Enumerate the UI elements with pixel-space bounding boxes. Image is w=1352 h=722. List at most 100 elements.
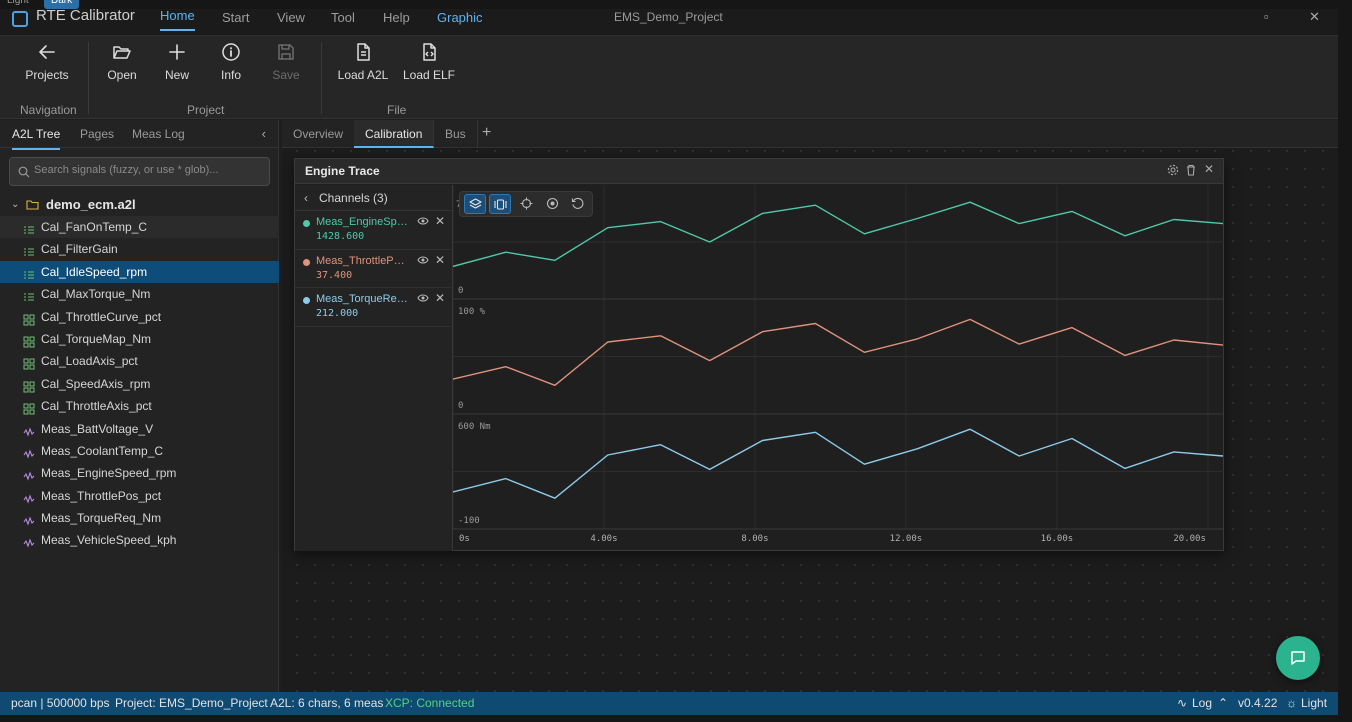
crosshair-button[interactable]	[516, 194, 538, 214]
right-edge	[1338, 0, 1352, 722]
left-panel: A2L Tree Pages Meas Log ‹ ⌄ demo_ecm.a2l…	[0, 120, 279, 692]
close-trace-icon[interactable]: ✕	[1204, 162, 1215, 176]
chevron-up-icon[interactable]: ⌃	[1218, 696, 1229, 710]
folder-open-icon	[113, 46, 131, 59]
add-tab-icon[interactable]: +	[482, 124, 492, 141]
channels-header[interactable]: ‹ Channels (3)	[295, 185, 452, 211]
tree-item[interactable]: Meas_VehicleSpeed_kph	[0, 529, 279, 551]
tree-item-label: Meas_VehicleSpeed_kph	[41, 533, 177, 548]
tree-item[interactable]: Meas_TorqueReq_Nm	[0, 507, 279, 529]
load-a2l-button[interactable]: Load A2L	[335, 42, 391, 82]
list-icon	[23, 243, 35, 256]
menu-home[interactable]: Home	[160, 8, 195, 31]
tree-item[interactable]: Cal_LoadAxis_pct	[0, 350, 279, 372]
app-name: RTE Calibrator	[36, 7, 135, 24]
chat-button[interactable]	[1276, 636, 1320, 680]
eye-icon[interactable]	[417, 216, 429, 226]
tab-a2l-tree[interactable]: A2L Tree	[12, 127, 61, 150]
save-button[interactable]: Save	[258, 42, 314, 82]
theme-toggle-button[interactable]: Light	[1301, 696, 1328, 710]
trace-plot-svg[interactable]: 0 100 % 0 600 Nm -100 7 0s 4.00s 8.00s 12.00s 16.0…	[452, 185, 1224, 551]
list-icon	[23, 221, 35, 234]
grid-icon	[23, 400, 35, 415]
maximize-icon[interactable]: ▫	[1264, 9, 1269, 24]
x-tick-label: 0s	[459, 534, 470, 544]
target-icon	[546, 197, 559, 210]
remove-channel-icon[interactable]: ✕	[435, 252, 446, 267]
remove-channel-icon[interactable]: ✕	[435, 291, 446, 305]
app-logo-icon	[12, 11, 28, 27]
channel-row[interactable]: Meas_EngineSpe… 1428.600 ✕	[295, 211, 452, 250]
trace-titlebar: Engine Trace ✕	[295, 159, 1223, 184]
tree-item[interactable]: Cal_ThrottleCurve_pct	[0, 306, 279, 328]
tree-item[interactable]: Meas_EngineSpeed_rpm	[0, 462, 279, 484]
menu-tool[interactable]: Tool	[331, 10, 355, 25]
theme-light-option[interactable]: Light	[7, 0, 29, 6]
ribbon-separator	[88, 42, 89, 114]
tree-item[interactable]: Cal_TorqueMap_Nm	[0, 328, 279, 350]
menu-graphic[interactable]: Graphic	[437, 10, 483, 25]
menu-help[interactable]: Help	[383, 10, 410, 25]
chevron-down-icon[interactable]: ⌄	[11, 199, 20, 210]
tab-overview[interactable]: Overview	[282, 120, 356, 148]
tree-root-label: demo_ecm.a2l	[46, 197, 136, 212]
engine-trace-window: Engine Trace ✕ ‹ Channels (3) Meas_Engin…	[294, 158, 1224, 551]
theme-dark-option[interactable]: Dark	[44, 0, 80, 9]
open-button[interactable]: Open	[94, 42, 150, 82]
tree-item[interactable]: Meas_ThrottlePos_pct	[0, 485, 279, 507]
open-button-label: Open	[107, 68, 137, 82]
list-icon	[23, 266, 35, 279]
settings-gear-icon[interactable]	[1167, 164, 1179, 176]
crosshair-icon	[520, 197, 533, 210]
signal-search	[9, 157, 270, 186]
layers-toggle[interactable]	[464, 194, 486, 214]
channels-header-label: Channels (3)	[319, 191, 388, 205]
tree-item[interactable]: Cal_MaxTorque_Nm	[0, 283, 279, 305]
split-lanes-toggle[interactable]	[489, 194, 511, 214]
menu-start[interactable]: Start	[222, 10, 250, 25]
tab-calibration[interactable]: Calibration	[354, 120, 435, 148]
tree-item-label: Cal_LoadAxis_pct	[41, 354, 138, 369]
tree-item[interactable]: Cal_IdleSpeed_rpm	[0, 260, 279, 284]
channel-row[interactable]: Meas_TorqueReq… 212.000 ✕	[295, 288, 452, 327]
tab-bus[interactable]: Bus	[434, 120, 478, 148]
tree-item-label: Cal_ThrottleAxis_pct	[41, 399, 152, 414]
eye-icon[interactable]	[417, 255, 429, 265]
tree-root[interactable]: ⌄ demo_ecm.a2l	[0, 194, 279, 216]
load-elf-button[interactable]: Load ELF	[401, 42, 457, 82]
chevron-left-icon[interactable]: ‹	[304, 191, 308, 205]
trace-plot[interactable]: 0 100 % 0 600 Nm -100 7 0s 4.00s 8.00s 12.00s 16.0…	[452, 185, 1224, 551]
collapse-panel-icon[interactable]: ‹	[261, 126, 266, 141]
save-button-label: Save	[272, 68, 300, 82]
close-window-icon[interactable]: ✕	[1309, 9, 1320, 24]
tree-item[interactable]: Cal_ThrottleAxis_pct	[0, 395, 279, 417]
channel-value: 37.400	[316, 269, 353, 281]
waveform-icon	[23, 490, 35, 504]
new-button[interactable]: New	[149, 42, 205, 82]
projects-button[interactable]: Projects	[19, 42, 75, 82]
channel-name: Meas_TorqueReq…	[316, 293, 410, 305]
tree-item[interactable]: Meas_CoolantTemp_C	[0, 440, 279, 462]
remove-channel-icon[interactable]: ✕	[435, 214, 446, 228]
tree-item-label: Cal_FanOnTemp_C	[41, 220, 148, 234]
tree-item[interactable]: Meas_BattVoltage_V	[0, 418, 279, 440]
tree-item-label: Meas_CoolantTemp_C	[41, 443, 164, 458]
search-input[interactable]	[34, 164, 262, 176]
reset-button[interactable]	[567, 194, 589, 214]
eye-icon[interactable]	[417, 293, 429, 303]
info-button[interactable]: Info	[203, 42, 259, 82]
tab-meas-log[interactable]: Meas Log	[132, 127, 185, 141]
load-a2l-button-label: Load A2L	[337, 68, 389, 82]
record-button[interactable]	[542, 194, 564, 214]
tree-item[interactable]: Cal_SpeedAxis_rpm	[0, 373, 279, 395]
left-panel-tabs: A2L Tree Pages Meas Log ‹	[0, 120, 278, 150]
tab-pages[interactable]: Pages	[80, 127, 115, 141]
x-tick-label: 4.00s	[590, 534, 617, 544]
log-button[interactable]: Log	[1192, 696, 1213, 710]
tree-item[interactable]: Cal_FanOnTemp_C	[0, 216, 279, 239]
menu-view[interactable]: View	[277, 10, 305, 25]
channel-row[interactable]: Meas_ThrottlePo… 37.400 ✕	[295, 250, 452, 288]
tree-item[interactable]: Cal_FilterGain	[0, 238, 279, 260]
trash-icon[interactable]	[1185, 164, 1197, 176]
lane-axis-bottom-label: 0	[458, 286, 463, 296]
